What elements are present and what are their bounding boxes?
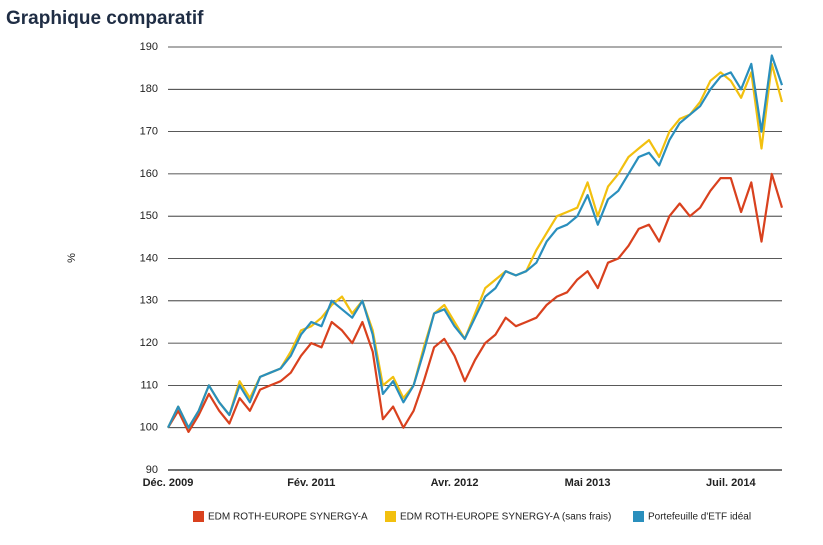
x-tick-label: Avr. 2012: [431, 477, 479, 489]
y-tick-label: 140: [140, 252, 158, 264]
y-tick-label: 160: [140, 168, 158, 180]
legend-swatch: [633, 511, 644, 522]
y-tick-label: 110: [140, 379, 158, 391]
y-tick-label: 120: [140, 337, 158, 349]
legend-label: EDM ROTH-EUROPE SYNERGY-A (sans frais): [400, 512, 611, 523]
y-tick-label: 180: [140, 83, 158, 95]
x-tick-label: Mai 2013: [565, 477, 611, 489]
series-line: [167, 172, 784, 433]
x-tick-label: Fév. 2011: [287, 477, 335, 489]
legend-swatch: [385, 511, 396, 522]
y-tick-label: 170: [140, 126, 158, 138]
series-line: [167, 54, 784, 429]
x-tick-label: Déc. 2009: [143, 477, 194, 489]
y-tick-label: 90: [146, 464, 158, 476]
y-tick-label: 150: [140, 210, 158, 222]
x-tick-label: Juil. 2014: [706, 477, 756, 489]
legend-swatch: [193, 511, 204, 522]
legend-label: Portefeuille d'ETF idéal: [648, 512, 751, 523]
chart-title: Graphique comparatif: [6, 8, 204, 29]
y-axis-label: %: [66, 253, 78, 263]
y-tick-label: 130: [140, 295, 158, 307]
y-tick-label: 100: [140, 422, 158, 434]
y-tick-label: 190: [140, 41, 158, 53]
series-line: [167, 62, 784, 429]
legend-label: EDM ROTH-EUROPE SYNERGY-A: [208, 512, 368, 523]
